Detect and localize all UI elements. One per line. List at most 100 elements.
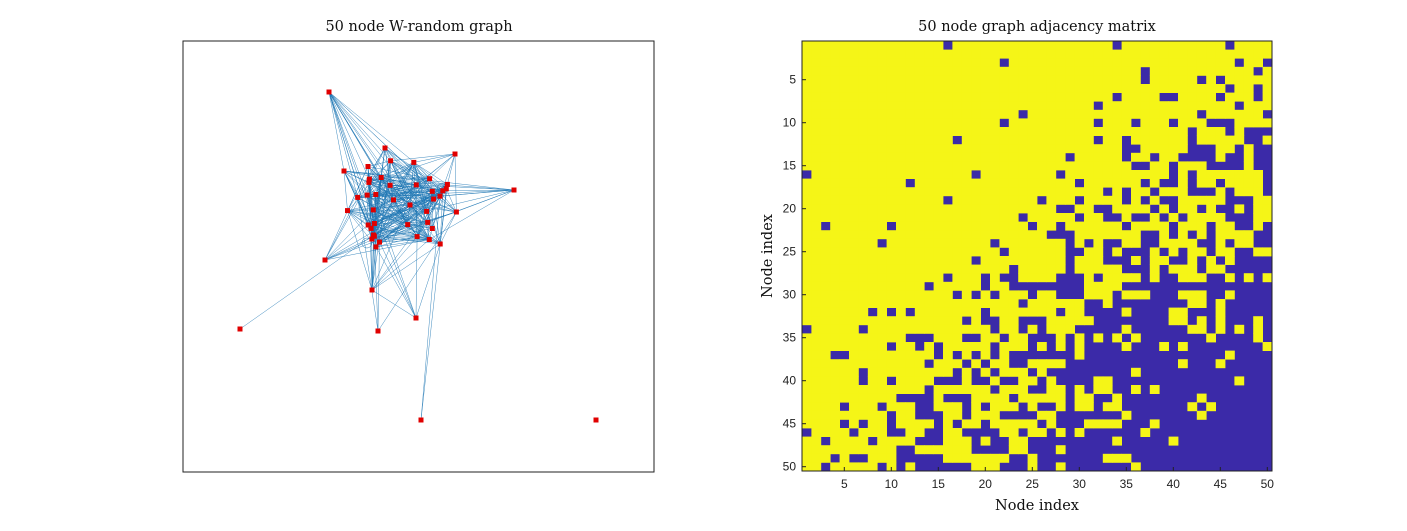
matrix-cell: [830, 41, 840, 50]
matrix-cell: [1074, 307, 1085, 317]
matrix-cell: [1027, 428, 1038, 437]
matrix-cell: [961, 299, 972, 308]
graph-node: [413, 182, 419, 188]
matrix-cell: [1102, 127, 1113, 136]
matrix-cell: [1140, 170, 1151, 179]
matrix-cell: [1018, 256, 1028, 265]
matrix-cell: [811, 333, 822, 343]
matrix-cell: [1027, 462, 1038, 472]
graph-edge: [389, 162, 414, 186]
matrix-cell: [811, 445, 822, 455]
matrix-cell: [980, 385, 991, 394]
matrix-cell: [943, 84, 953, 93]
matrix-cell: [971, 118, 981, 128]
matrix-cell: [990, 359, 1000, 369]
matrix-cell: [877, 187, 887, 197]
matrix-cell: [1215, 307, 1226, 317]
matrix-cell: [1027, 307, 1038, 317]
graph-edge: [413, 162, 418, 237]
graph-edge: [366, 195, 380, 243]
matrix-cell: [961, 195, 972, 205]
matrix-cell: [1187, 402, 1198, 412]
matrix-cell: [867, 101, 878, 111]
matrix-cell: [1196, 118, 1207, 128]
matrix-cell: [990, 144, 1000, 154]
matrix-cell: [1121, 41, 1132, 50]
matrix-cell: [952, 66, 963, 76]
matrix-cell: [1037, 187, 1047, 197]
graph-edge: [371, 239, 430, 291]
matrix-cell: [952, 385, 963, 394]
matrix-cell: [877, 118, 887, 128]
matrix-cell: [1008, 152, 1019, 162]
graph-edge: [413, 162, 441, 245]
matrix-cell: [811, 161, 822, 171]
matrix-cell: [914, 49, 925, 59]
matrix-cell: [1074, 127, 1085, 136]
matrix-cell: [1262, 342, 1273, 351]
matrix-cell: [1178, 41, 1188, 50]
matrix-cell: [1112, 75, 1122, 85]
matrix-cell: [1027, 161, 1038, 171]
matrix-cell: [905, 290, 916, 300]
matrix-cell: [1121, 307, 1132, 317]
graph-edge: [373, 178, 430, 211]
matrix-cell: [896, 41, 906, 50]
matrix-cell: [943, 127, 953, 136]
matrix-cell: [1008, 221, 1019, 231]
matrix-cell: [999, 41, 1010, 50]
x-tick-label: 40: [1167, 477, 1181, 491]
matrix-cell: [839, 256, 850, 265]
matrix-cell: [820, 75, 831, 85]
matrix-cell: [849, 49, 859, 59]
graph-edge: [375, 194, 380, 243]
matrix-cell: [877, 204, 887, 214]
matrix-cell: [877, 247, 887, 257]
matrix-cell: [1187, 92, 1198, 102]
matrix-cell: [811, 170, 822, 179]
matrix-cell: [1196, 393, 1207, 403]
matrix-cell: [1225, 144, 1235, 154]
matrix-cell: [1187, 66, 1198, 76]
matrix-cell: [999, 161, 1010, 171]
matrix-cell: [933, 178, 944, 188]
matrix-cell: [990, 58, 1000, 68]
matrix-cell: [849, 462, 859, 472]
matrix-cell: [877, 195, 887, 205]
matrix-cell: [1102, 58, 1113, 68]
matrix-cell: [839, 109, 850, 119]
matrix-cell: [924, 445, 934, 455]
matrix-cell: [924, 342, 934, 351]
matrix-cell: [867, 281, 878, 291]
matrix-cell: [924, 204, 934, 214]
matrix-cell: [1112, 419, 1122, 429]
matrix-cell: [1112, 281, 1122, 291]
matrix-cell: [1093, 221, 1104, 231]
graph-edge: [367, 162, 414, 196]
matrix-cell: [961, 350, 972, 360]
graph-node: [377, 239, 382, 245]
matrix-cell: [1037, 342, 1047, 351]
matrix-cell: [933, 41, 944, 50]
matrix-cell: [830, 49, 840, 59]
matrix-cell: [1055, 41, 1066, 50]
matrix-cell: [830, 307, 840, 317]
matrix-cell: [1046, 127, 1057, 136]
graph-edge: [390, 160, 430, 179]
matrix-cell: [1055, 135, 1066, 145]
matrix-cell: [839, 178, 850, 188]
matrix-cell: [1102, 135, 1113, 145]
matrix-cell: [999, 221, 1010, 231]
matrix-cell: [999, 109, 1010, 119]
matrix-cell: [980, 178, 991, 188]
matrix-cell: [1037, 204, 1047, 214]
matrix-cell: [1168, 109, 1179, 119]
matrix-cell: [1055, 342, 1066, 351]
matrix-cell: [802, 350, 812, 360]
matrix-cell: [886, 324, 897, 334]
x-tick-label: 10: [885, 477, 899, 491]
matrix-cell: [1121, 213, 1132, 222]
matrix-cell: [1046, 161, 1057, 171]
matrix-cell: [1084, 109, 1094, 119]
matrix-cell: [1027, 264, 1038, 274]
